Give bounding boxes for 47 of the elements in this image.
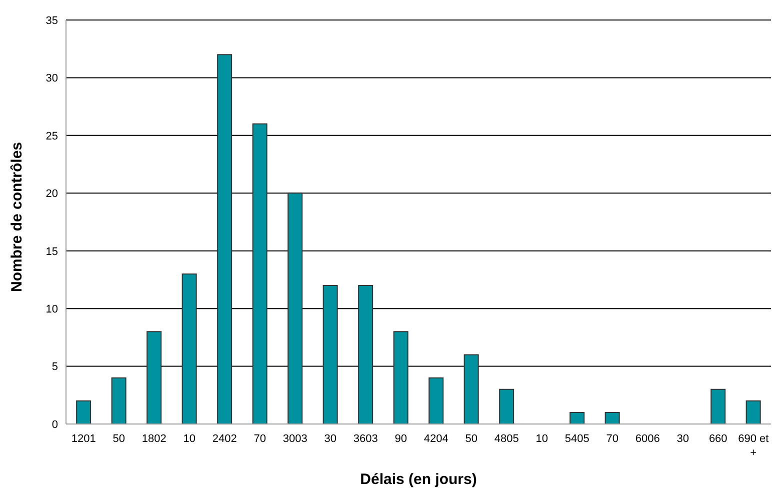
x-tick-label: 10: [183, 433, 196, 445]
bar: [570, 412, 585, 424]
x-tick-label: 1201: [71, 433, 96, 445]
bar: [111, 377, 126, 424]
y-tick-label: 15: [46, 246, 58, 258]
bar: [358, 284, 374, 424]
x-tick-label: 6006: [635, 433, 660, 445]
x-tick-label: 3603: [353, 433, 378, 445]
bar: [322, 284, 338, 424]
x-tick-label: 1802: [142, 433, 166, 445]
bar: [76, 400, 92, 424]
x-tick-label: 50: [112, 433, 125, 445]
y-tick-label: 20: [46, 188, 58, 200]
bar: [499, 388, 514, 424]
bar: [217, 54, 232, 424]
bar: [146, 331, 162, 424]
x-tick-label: 5405: [564, 433, 590, 445]
x-tick-label: 30: [676, 433, 689, 445]
y-tick-label: 35: [46, 14, 58, 27]
y-tick-label: 30: [46, 72, 58, 85]
y-tick-label: 0: [52, 418, 58, 431]
bar: [710, 388, 726, 424]
bar: [464, 354, 479, 424]
x-tick-label: 70: [606, 433, 618, 445]
x-tick-label: 70: [254, 433, 266, 445]
y-tick-label: 25: [46, 130, 58, 142]
y-tick-label: 10: [46, 303, 58, 316]
bar: [604, 412, 620, 424]
x-tick-label: 90: [394, 433, 407, 445]
x-tick-label: 660: [708, 433, 728, 445]
bar: [428, 377, 444, 424]
x-tick-label: 10: [536, 433, 548, 445]
x-tick-label: 690 et +: [738, 433, 769, 459]
x-tick-label: 4805: [494, 433, 519, 445]
bar: [393, 331, 408, 424]
x-axis-title: Délais (en jours): [360, 471, 477, 488]
bar: [182, 273, 197, 424]
bar: [288, 192, 303, 424]
x-tick-label: 3003: [282, 433, 308, 445]
y-axis-title: Nombre de contrôles: [8, 142, 26, 292]
x-tick-label: 2402: [212, 433, 237, 445]
x-tick-label: 50: [465, 433, 478, 445]
bar: [252, 123, 268, 424]
bar: [746, 400, 761, 424]
x-tick-label: 4204: [424, 433, 448, 445]
y-tick-label: 5: [52, 361, 58, 374]
x-tick-label: 30: [324, 433, 336, 445]
